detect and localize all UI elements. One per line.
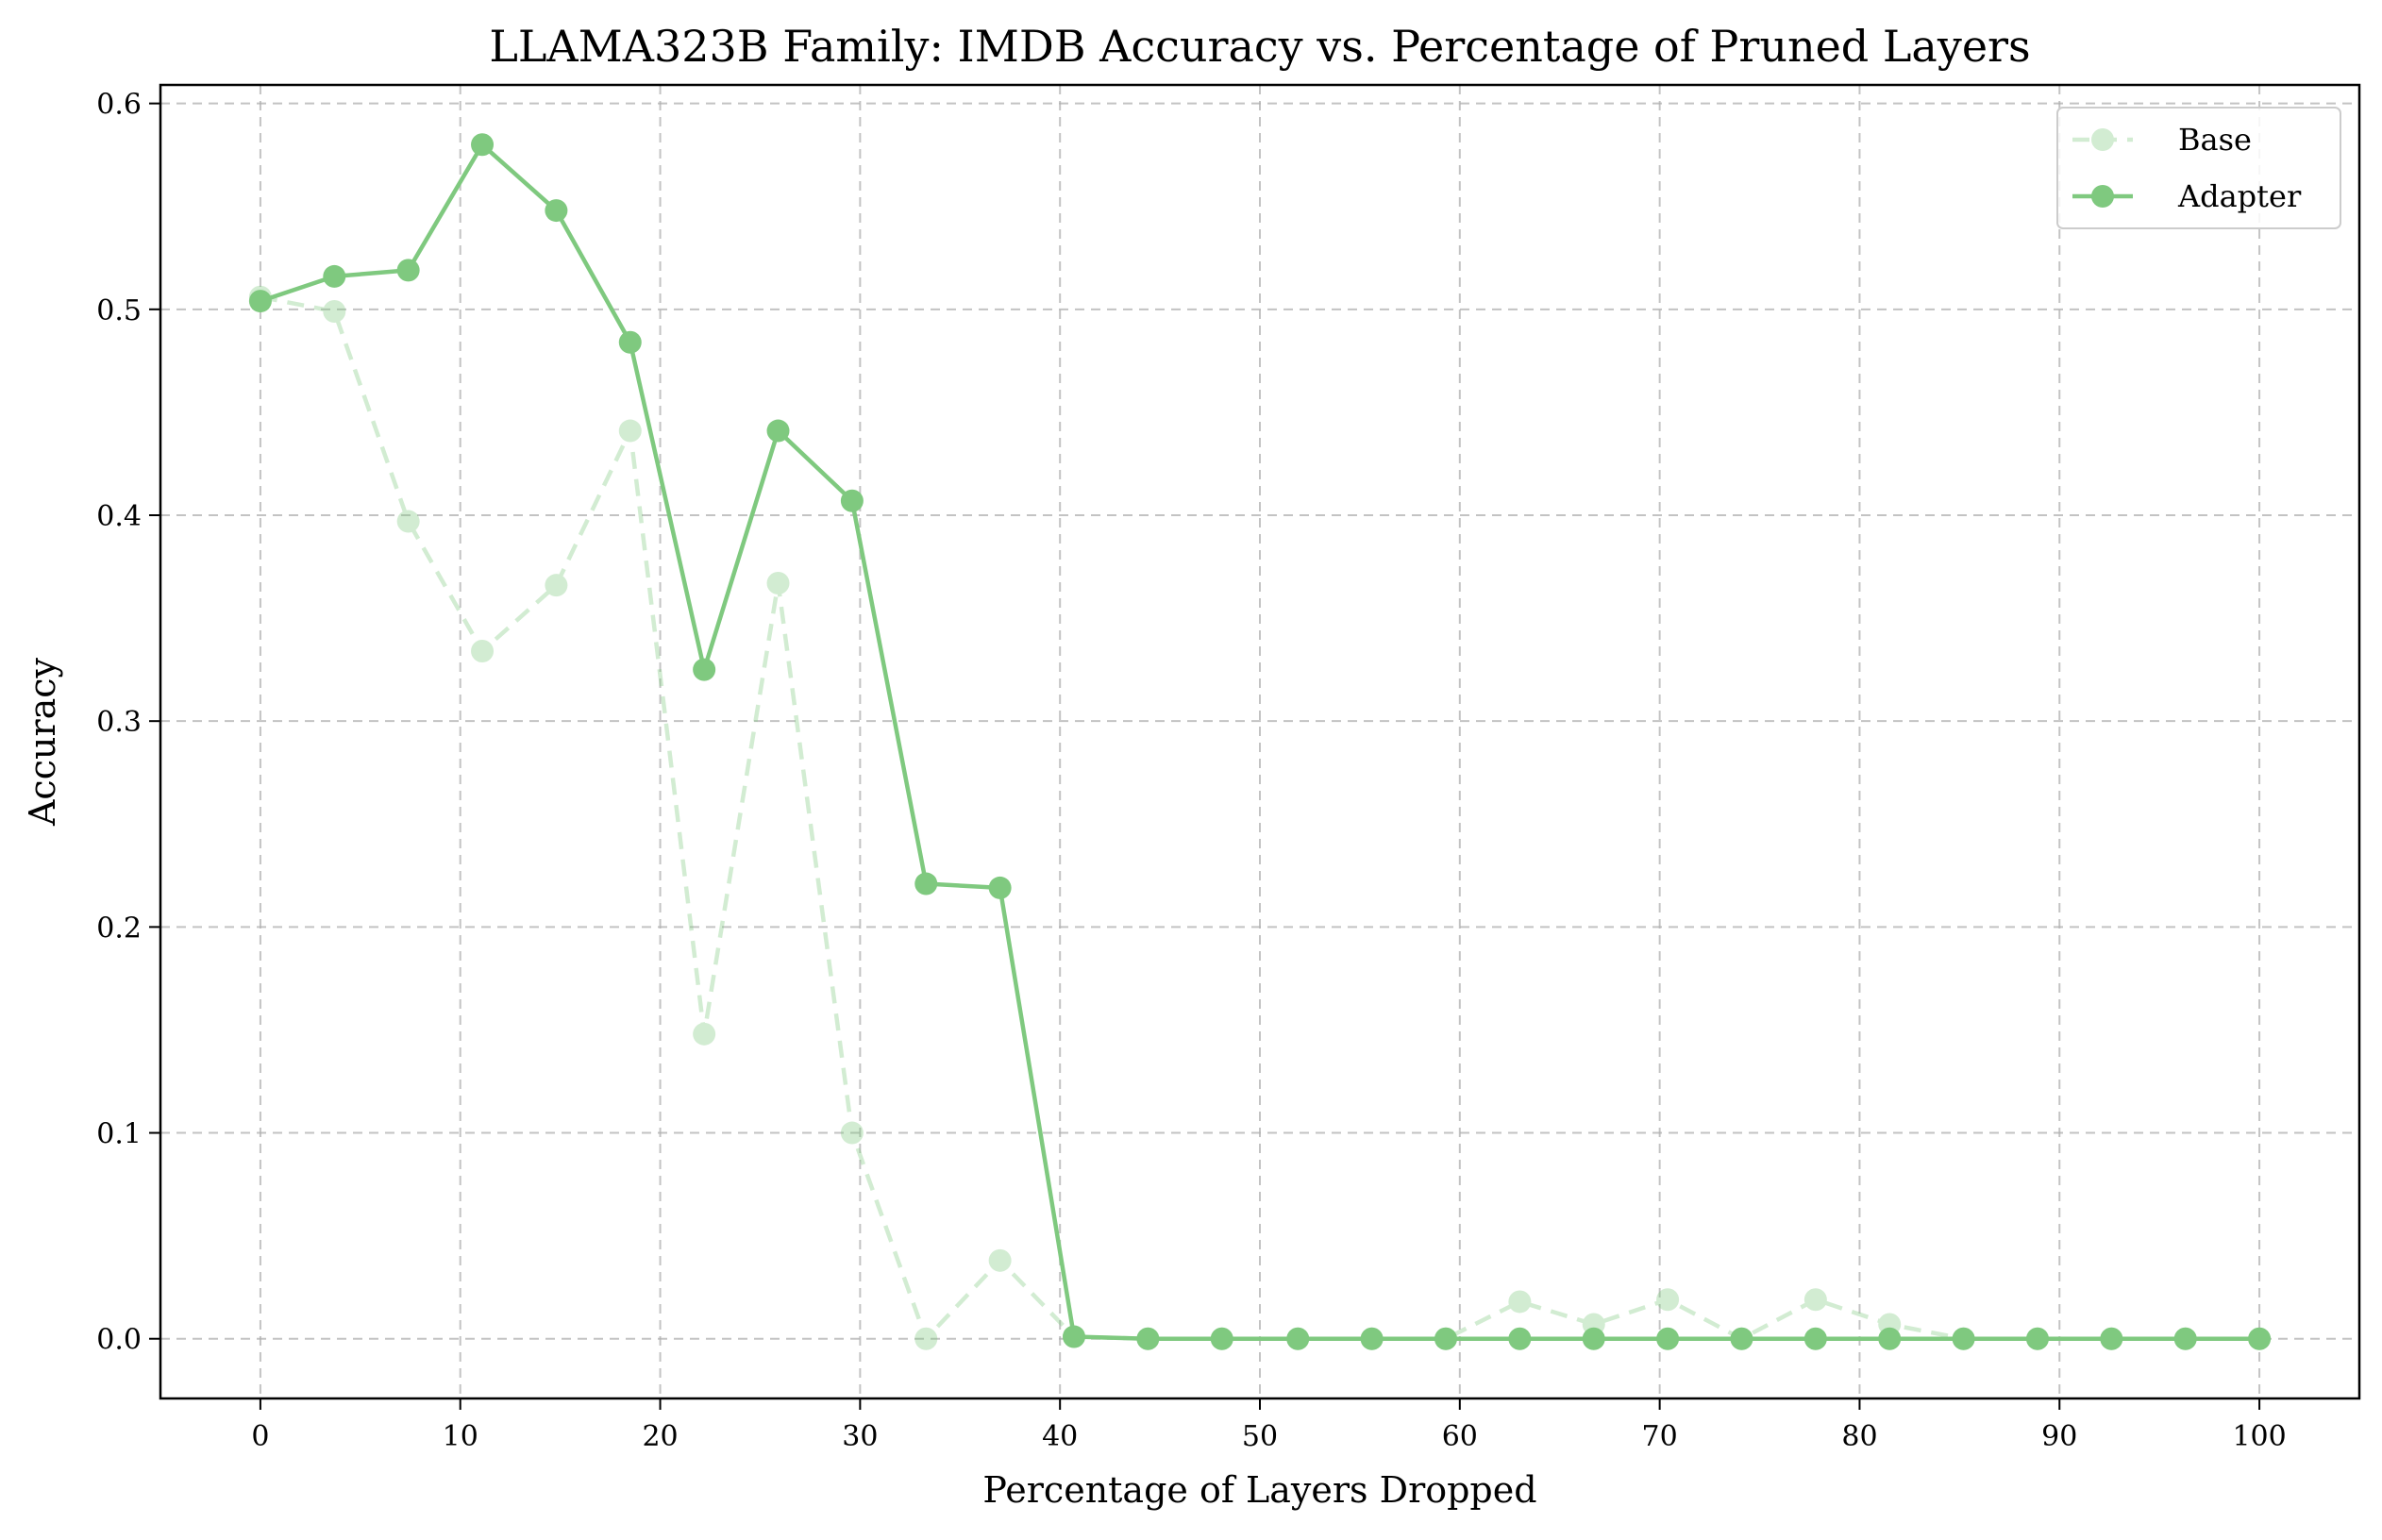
legend-marker bbox=[2091, 128, 2114, 151]
data-point-adapter bbox=[2100, 1327, 2123, 1350]
data-point-base bbox=[840, 1121, 864, 1145]
series-layer bbox=[248, 133, 2272, 1350]
data-point-adapter bbox=[1360, 1327, 1384, 1350]
data-point-adapter bbox=[988, 876, 1012, 899]
x-tick-label: 40 bbox=[1042, 1420, 1078, 1453]
x-tick-label: 20 bbox=[642, 1420, 678, 1453]
data-point-base bbox=[1656, 1288, 1680, 1312]
legend-entry-adapter bbox=[2072, 185, 2133, 208]
data-point-adapter bbox=[2025, 1327, 2049, 1350]
series-adapter bbox=[248, 133, 2272, 1350]
series-line-base bbox=[260, 294, 2260, 1341]
data-point-adapter bbox=[618, 330, 642, 354]
data-point-base bbox=[471, 640, 495, 662]
y-tick-label: 0.3 bbox=[96, 706, 142, 739]
data-point-adapter bbox=[1286, 1327, 1310, 1350]
data-point-adapter bbox=[1136, 1327, 1160, 1350]
data-point-base bbox=[323, 300, 346, 323]
data-point-adapter bbox=[471, 133, 495, 157]
data-point-base bbox=[618, 419, 642, 443]
y-tick-label: 0.5 bbox=[96, 294, 142, 327]
x-tick-label: 90 bbox=[2041, 1420, 2077, 1453]
legend-entry-base bbox=[2072, 128, 2133, 151]
data-point-adapter bbox=[2248, 1327, 2272, 1350]
data-point-adapter bbox=[1063, 1325, 1086, 1348]
y-tick-label: 0.2 bbox=[96, 912, 142, 945]
data-point-adapter bbox=[1508, 1327, 1532, 1350]
data-point-adapter bbox=[248, 290, 272, 313]
data-point-adapter bbox=[2173, 1327, 2197, 1350]
data-point-adapter bbox=[766, 419, 790, 443]
data-point-base bbox=[1803, 1288, 1827, 1312]
legend: Base Adapter bbox=[2056, 107, 2341, 229]
y-tick-label: 0.0 bbox=[96, 1324, 142, 1357]
data-point-adapter bbox=[693, 658, 716, 681]
x-axis-label: Percentage of Layers Dropped bbox=[982, 1469, 1536, 1511]
data-point-adapter bbox=[1878, 1327, 1902, 1350]
data-point-adapter bbox=[1434, 1327, 1457, 1350]
legend-label: Adapter bbox=[2177, 178, 2302, 214]
y-tick-label: 0.1 bbox=[96, 1118, 142, 1151]
x-tick-label: 50 bbox=[1242, 1420, 1278, 1453]
data-point-adapter bbox=[545, 199, 568, 223]
x-tick-label: 60 bbox=[1442, 1420, 1478, 1453]
x-tick-label: 100 bbox=[2232, 1420, 2286, 1453]
data-point-adapter bbox=[1803, 1327, 1827, 1350]
legend-marker bbox=[2091, 185, 2114, 208]
x-axis: 0 10 20 30 40 50 60 70 80 90 100 bbox=[251, 1398, 2287, 1453]
x-tick-label: 70 bbox=[1642, 1420, 1678, 1453]
data-point-base bbox=[766, 572, 790, 594]
y-tick-label: 0.4 bbox=[96, 500, 142, 533]
x-tick-label: 0 bbox=[251, 1420, 269, 1453]
data-point-adapter bbox=[396, 259, 420, 282]
legend-label: Base bbox=[2178, 122, 2252, 158]
x-tick-label: 10 bbox=[443, 1420, 478, 1453]
data-point-base bbox=[914, 1327, 938, 1350]
data-point-adapter bbox=[914, 872, 938, 896]
data-point-base bbox=[1508, 1290, 1532, 1314]
data-point-adapter bbox=[1210, 1327, 1233, 1350]
y-tick-label: 0.6 bbox=[96, 89, 142, 122]
data-point-base bbox=[396, 510, 420, 533]
x-tick-label: 80 bbox=[1841, 1420, 1877, 1453]
series-line-adapter bbox=[260, 142, 2260, 1341]
data-point-base bbox=[693, 1022, 716, 1046]
data-point-adapter bbox=[323, 264, 346, 288]
data-point-base bbox=[545, 574, 568, 597]
data-point-base bbox=[988, 1248, 1012, 1272]
data-point-adapter bbox=[1952, 1327, 1975, 1350]
y-axis: 0.0 0.1 0.2 0.3 0.4 0.5 0.6 bbox=[96, 89, 160, 1357]
data-point-adapter bbox=[1730, 1327, 1753, 1350]
chart-title: LLAMA323B Family: IMDB Accuracy vs. Perc… bbox=[489, 21, 2030, 72]
data-point-adapter bbox=[1656, 1327, 1680, 1350]
data-point-adapter bbox=[1582, 1327, 1605, 1350]
y-axis-label: Accuracy bbox=[22, 657, 63, 827]
data-point-adapter bbox=[840, 489, 864, 512]
x-tick-label: 30 bbox=[842, 1420, 878, 1453]
